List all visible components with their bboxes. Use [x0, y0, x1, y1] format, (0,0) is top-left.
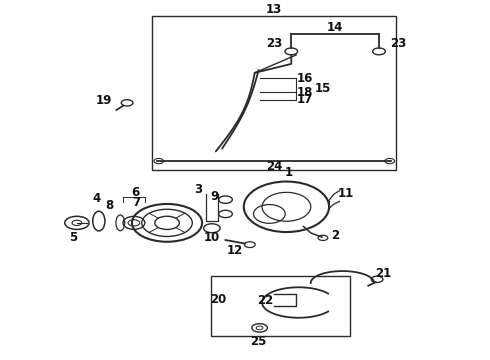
Text: 16: 16	[297, 72, 313, 85]
Text: 24: 24	[266, 160, 282, 173]
Text: 10: 10	[204, 231, 220, 244]
Text: 22: 22	[257, 293, 273, 306]
Text: 15: 15	[315, 82, 331, 95]
Text: 3: 3	[195, 183, 203, 196]
Text: 21: 21	[375, 267, 391, 280]
Text: 7: 7	[132, 195, 140, 209]
Text: 19: 19	[96, 94, 112, 107]
Text: 6: 6	[131, 186, 139, 199]
Text: 8: 8	[105, 199, 114, 212]
Text: 17: 17	[297, 93, 313, 106]
Text: 25: 25	[250, 334, 267, 348]
Text: 2: 2	[331, 229, 339, 242]
Text: 18: 18	[297, 86, 313, 99]
Text: 11: 11	[338, 187, 354, 200]
Text: 1: 1	[285, 166, 293, 179]
Bar	[152, 17, 396, 170]
Text: 14: 14	[327, 21, 343, 33]
Bar	[211, 276, 350, 336]
Text: 23: 23	[390, 37, 406, 50]
Text: 4: 4	[92, 192, 100, 205]
Text: 20: 20	[210, 293, 226, 306]
Text: 5: 5	[69, 231, 77, 244]
Text: 12: 12	[227, 244, 244, 257]
Text: 23: 23	[266, 37, 283, 50]
Text: 13: 13	[266, 4, 282, 17]
Text: 9: 9	[211, 190, 219, 203]
